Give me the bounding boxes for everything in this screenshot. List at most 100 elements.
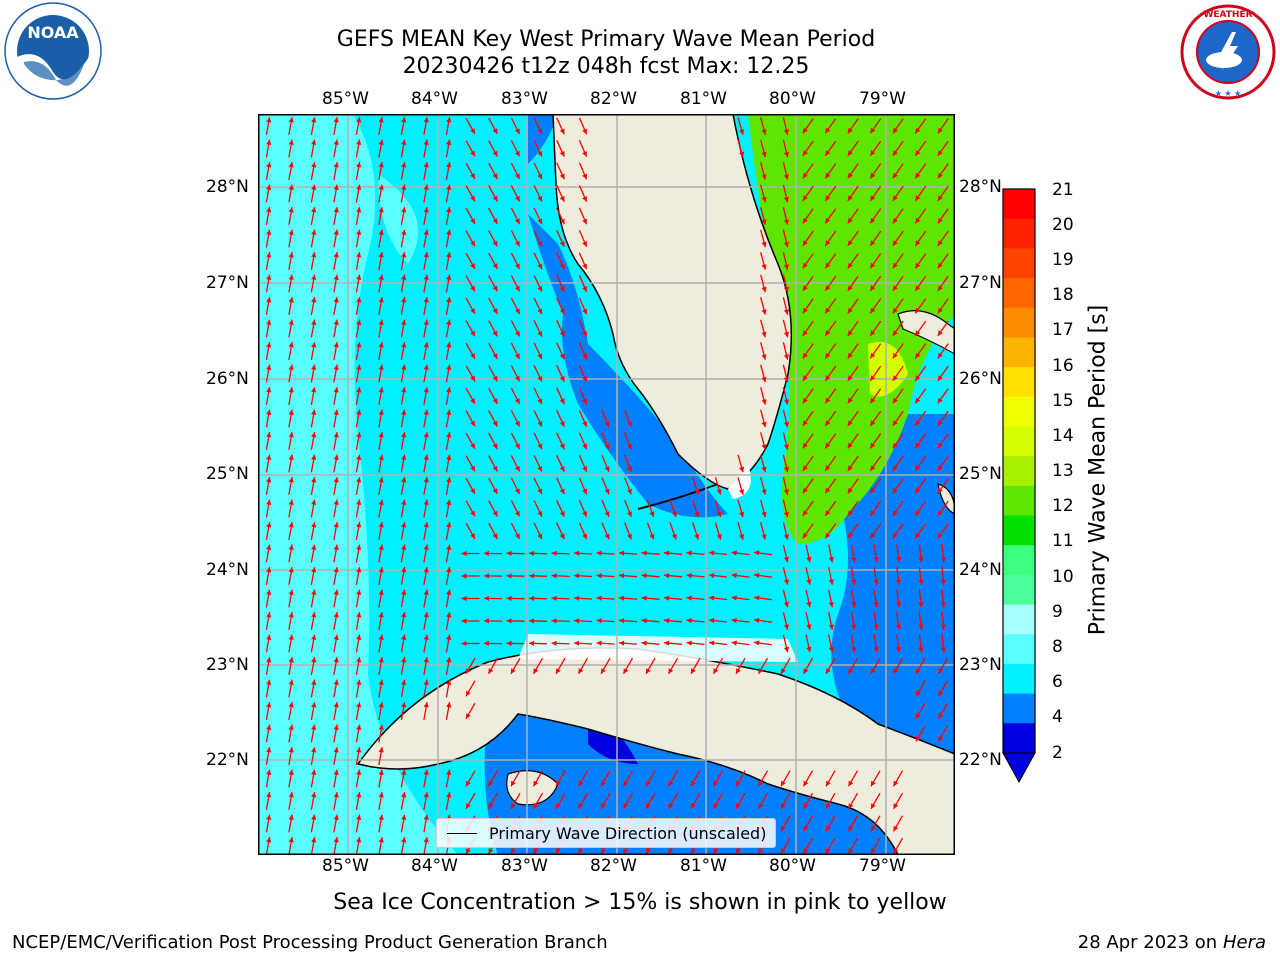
wave-arrow-head	[736, 668, 741, 674]
wave-arrow-head	[691, 803, 696, 809]
wave-arrow-head	[311, 657, 317, 663]
wave-arrow-head	[470, 375, 475, 382]
sea-ice-note: Sea Ice Concentration > 15% is shown in …	[333, 890, 947, 915]
wave-arrow-head	[596, 618, 602, 624]
wave-arrow-head	[446, 162, 452, 168]
wave-arrow-head	[515, 510, 520, 517]
wave-arrow-head	[470, 330, 475, 337]
wave-arrow-head	[761, 354, 767, 360]
wave-arrow-head	[446, 252, 452, 258]
wave-arrow-head	[847, 442, 853, 449]
wave-arrow-head	[356, 162, 362, 168]
wave-arrow-head	[333, 162, 339, 168]
wave-arrow-head	[870, 397, 876, 404]
wave-arrow-head	[671, 511, 677, 517]
wave-arrow-head	[559, 263, 565, 270]
wave-arrow-head	[892, 150, 898, 156]
wave-arrow-head	[601, 780, 606, 787]
wave-arrow-head	[892, 307, 898, 314]
wave-arrow-head	[803, 668, 809, 674]
wave-arrow-head	[802, 172, 808, 179]
wave-arrow-head	[311, 477, 317, 483]
wave-arrow-head	[446, 657, 452, 663]
wave-arrow-head	[915, 487, 921, 494]
wave-arrow-head	[311, 454, 317, 460]
wave-arrow-head	[401, 544, 407, 550]
wave-arrow-head	[537, 128, 543, 135]
wave-arrow-head	[333, 769, 339, 775]
colorbar-swatch	[1003, 693, 1035, 724]
wave-arrow-head	[492, 353, 498, 359]
wave-arrow-head	[736, 803, 741, 809]
wave-arrow-head	[892, 375, 898, 381]
wave-arrow-head	[356, 657, 362, 663]
wave-arrow-head	[288, 117, 294, 123]
wave-arrow-head	[915, 217, 921, 224]
wave-arrow-head	[847, 127, 853, 134]
wave-arrow-head	[601, 848, 606, 854]
wave-arrow-head	[492, 465, 498, 472]
wave-arrow-head	[266, 117, 272, 123]
wave-arrow-head	[892, 217, 898, 224]
wave-arrow-head	[559, 398, 565, 405]
wave-arrow-head	[492, 195, 498, 202]
wave-arrow-head	[761, 241, 767, 248]
wave-arrow-head	[915, 172, 921, 179]
wave-arrow-head	[423, 499, 429, 505]
wave-arrow-head	[627, 443, 632, 450]
wave-arrow-head	[529, 618, 535, 624]
wave-arrow-head	[288, 274, 294, 280]
wave-arrow-head	[851, 624, 857, 630]
wave-arrow-head	[466, 713, 471, 719]
wave-arrow-head	[825, 532, 831, 539]
wave-arrow-head	[783, 264, 789, 270]
wave-arrow-head	[709, 573, 715, 579]
wave-arrow-head	[826, 780, 831, 787]
wave-arrow-head	[423, 814, 429, 820]
wave-arrow-head	[870, 532, 876, 539]
wave-arrow-head	[446, 454, 452, 460]
wave-arrow-head	[356, 139, 362, 145]
wave-arrow-head	[551, 640, 557, 646]
wave-arrow-head	[915, 240, 921, 246]
lon-label: 82°W	[590, 856, 637, 876]
wave-arrow-head	[604, 533, 610, 540]
wave-arrow-head	[378, 792, 384, 798]
wave-arrow-head	[288, 544, 294, 550]
wave-arrow-head	[668, 803, 674, 809]
wave-arrow-head	[781, 848, 786, 854]
wave-arrow-head	[333, 297, 339, 303]
wave-arrow-head	[870, 442, 876, 449]
lat-label: 23°N	[206, 655, 249, 675]
wave-arrow-head	[423, 477, 429, 483]
wave-arrow-head	[356, 364, 362, 370]
wave-arrow-head	[401, 184, 407, 190]
wave-arrow-head	[423, 589, 429, 595]
wave-arrow-head	[646, 780, 651, 787]
wave-arrow-head	[378, 679, 384, 685]
wave-arrow-head	[288, 724, 294, 730]
wave-arrow-head	[470, 150, 475, 157]
wave-arrow-head	[378, 612, 384, 618]
map-title-line1: GEFS MEAN Key West Primary Wave Mean Per…	[336, 27, 876, 52]
wave-arrow-head	[761, 196, 767, 203]
wave-arrow-head	[802, 127, 808, 134]
colorbar-swatch	[1003, 723, 1035, 754]
wave-arrow-head	[266, 162, 272, 168]
wave-arrow-head	[333, 477, 339, 483]
wave-arrow-head	[470, 173, 475, 179]
colorbar-swatch	[1003, 634, 1035, 665]
wave-arrow-head	[378, 207, 384, 213]
wave-arrow-head	[288, 747, 294, 753]
wave-arrow-head	[288, 792, 294, 798]
wave-arrow-head	[470, 420, 475, 427]
colorbar-swatch	[1003, 574, 1035, 606]
wave-arrow-head	[423, 702, 429, 708]
wave-arrow-head	[937, 510, 943, 516]
wave-arrow-head	[266, 814, 272, 820]
wave-arrow-head	[446, 432, 452, 438]
wave-arrow-head	[646, 848, 651, 854]
wave-arrow-head	[311, 252, 317, 258]
wave-arrow-head	[401, 207, 407, 213]
wave-arrow-head	[515, 420, 520, 427]
